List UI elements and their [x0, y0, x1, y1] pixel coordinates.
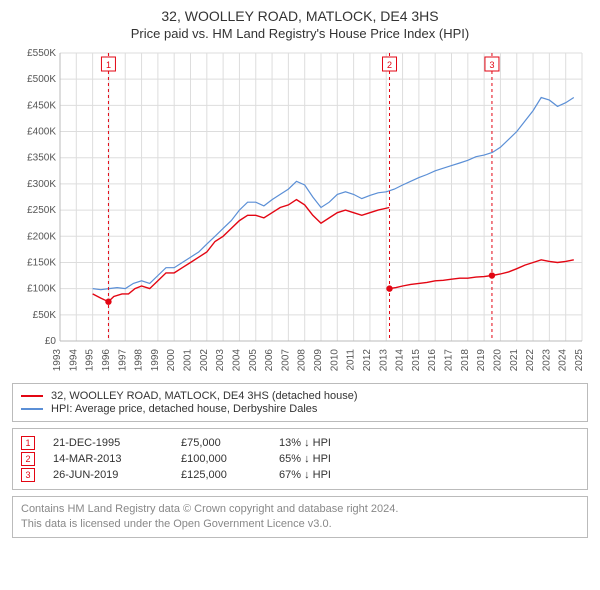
- svg-text:2007: 2007: [280, 349, 291, 372]
- svg-text:1996: 1996: [101, 349, 112, 372]
- svg-text:2001: 2001: [183, 349, 194, 372]
- transaction-delta: 13% ↓ HPI: [279, 437, 331, 449]
- transaction-row: 1 21-DEC-1995 £75,000 13% ↓ HPI: [21, 436, 579, 450]
- svg-text:£300K: £300K: [27, 179, 56, 190]
- transaction-delta: 65% ↓ HPI: [279, 453, 331, 465]
- legend-row: HPI: Average price, detached house, Derb…: [21, 403, 579, 415]
- transaction-price: £125,000: [181, 469, 261, 481]
- svg-text:3: 3: [489, 60, 494, 70]
- legend-label: HPI: Average price, detached house, Derb…: [51, 403, 317, 415]
- svg-text:2: 2: [387, 60, 392, 70]
- legend-swatch: [21, 395, 43, 397]
- attribution-line-2: This data is licensed under the Open Gov…: [21, 517, 579, 532]
- chart-title: 32, WOOLLEY ROAD, MATLOCK, DE4 3HS: [12, 8, 588, 24]
- svg-text:£0: £0: [45, 336, 57, 347]
- svg-text:1995: 1995: [85, 349, 96, 372]
- transactions-box: 1 21-DEC-1995 £75,000 13% ↓ HPI 2 14-MAR-2013…: [12, 428, 588, 490]
- svg-text:2004: 2004: [231, 349, 242, 372]
- svg-text:2017: 2017: [444, 349, 455, 372]
- svg-text:2008: 2008: [297, 349, 308, 372]
- svg-text:2019: 2019: [476, 349, 487, 372]
- svg-text:£500K: £500K: [27, 74, 56, 85]
- svg-text:2018: 2018: [460, 349, 471, 372]
- series-price_paid_2: [390, 276, 493, 289]
- svg-text:2011: 2011: [346, 349, 357, 371]
- svg-text:1993: 1993: [52, 349, 63, 372]
- svg-text:2010: 2010: [329, 349, 340, 372]
- transaction-marker: 3: [21, 468, 35, 482]
- svg-text:2024: 2024: [558, 349, 569, 372]
- transaction-marker: 1: [21, 436, 35, 450]
- series-hpi: [93, 98, 574, 290]
- series-price_paid: [93, 200, 390, 302]
- svg-text:£200K: £200K: [27, 231, 56, 242]
- svg-text:2025: 2025: [574, 349, 585, 372]
- svg-text:2021: 2021: [509, 349, 520, 372]
- transaction-marker: 2: [21, 452, 35, 466]
- svg-text:2022: 2022: [525, 349, 536, 372]
- svg-text:£100K: £100K: [27, 284, 56, 295]
- svg-text:2000: 2000: [166, 349, 177, 372]
- legend-swatch: [21, 408, 43, 410]
- transaction-date: 26-JUN-2019: [53, 469, 163, 481]
- transaction-row: 3 26-JUN-2019 £125,000 67% ↓ HPI: [21, 468, 579, 482]
- svg-text:2016: 2016: [427, 349, 438, 372]
- transaction-price: £75,000: [181, 437, 261, 449]
- transaction-delta: 67% ↓ HPI: [279, 469, 331, 481]
- svg-text:£50K: £50K: [33, 310, 57, 321]
- svg-text:2002: 2002: [199, 349, 210, 372]
- legend-box: 32, WOOLLEY ROAD, MATLOCK, DE4 3HS (deta…: [12, 383, 588, 422]
- svg-text:2009: 2009: [313, 349, 324, 372]
- svg-text:1: 1: [106, 60, 111, 70]
- svg-text:1999: 1999: [150, 349, 161, 372]
- svg-text:£150K: £150K: [27, 257, 56, 268]
- svg-text:1997: 1997: [117, 349, 128, 372]
- svg-text:£400K: £400K: [27, 127, 56, 138]
- svg-text:2012: 2012: [362, 349, 373, 372]
- transaction-price: £100,000: [181, 453, 261, 465]
- transaction-date: 21-DEC-1995: [53, 437, 163, 449]
- attribution-line-1: Contains HM Land Registry data © Crown c…: [21, 502, 579, 517]
- legend-row: 32, WOOLLEY ROAD, MATLOCK, DE4 3HS (deta…: [21, 390, 579, 402]
- svg-text:2015: 2015: [411, 349, 422, 372]
- svg-text:1994: 1994: [68, 349, 79, 372]
- svg-text:£550K: £550K: [27, 48, 56, 59]
- chart-subtitle: Price paid vs. HM Land Registry's House …: [12, 26, 588, 41]
- svg-text:£250K: £250K: [27, 205, 56, 216]
- svg-text:£350K: £350K: [27, 153, 56, 164]
- transaction-row: 2 14-MAR-2013 £100,000 65% ↓ HPI: [21, 452, 579, 466]
- legend-label: 32, WOOLLEY ROAD, MATLOCK, DE4 3HS (deta…: [51, 390, 358, 402]
- svg-text:2020: 2020: [492, 349, 503, 372]
- svg-text:2014: 2014: [395, 349, 406, 372]
- svg-text:2005: 2005: [248, 349, 259, 372]
- attribution-box: Contains HM Land Registry data © Crown c…: [12, 496, 588, 538]
- svg-text:1998: 1998: [134, 349, 145, 372]
- price-chart: £0 £50K £100K £150K £200K £250K £300K £350K £400…: [12, 47, 588, 377]
- svg-text:2013: 2013: [378, 349, 389, 372]
- chart-area: £0 £50K £100K £150K £200K £250K £300K £350K £400…: [12, 47, 588, 377]
- svg-text:£450K: £450K: [27, 100, 56, 111]
- svg-text:2023: 2023: [541, 349, 552, 372]
- transaction-date: 14-MAR-2013: [53, 453, 163, 465]
- svg-text:2006: 2006: [264, 349, 275, 372]
- svg-text:2003: 2003: [215, 349, 226, 372]
